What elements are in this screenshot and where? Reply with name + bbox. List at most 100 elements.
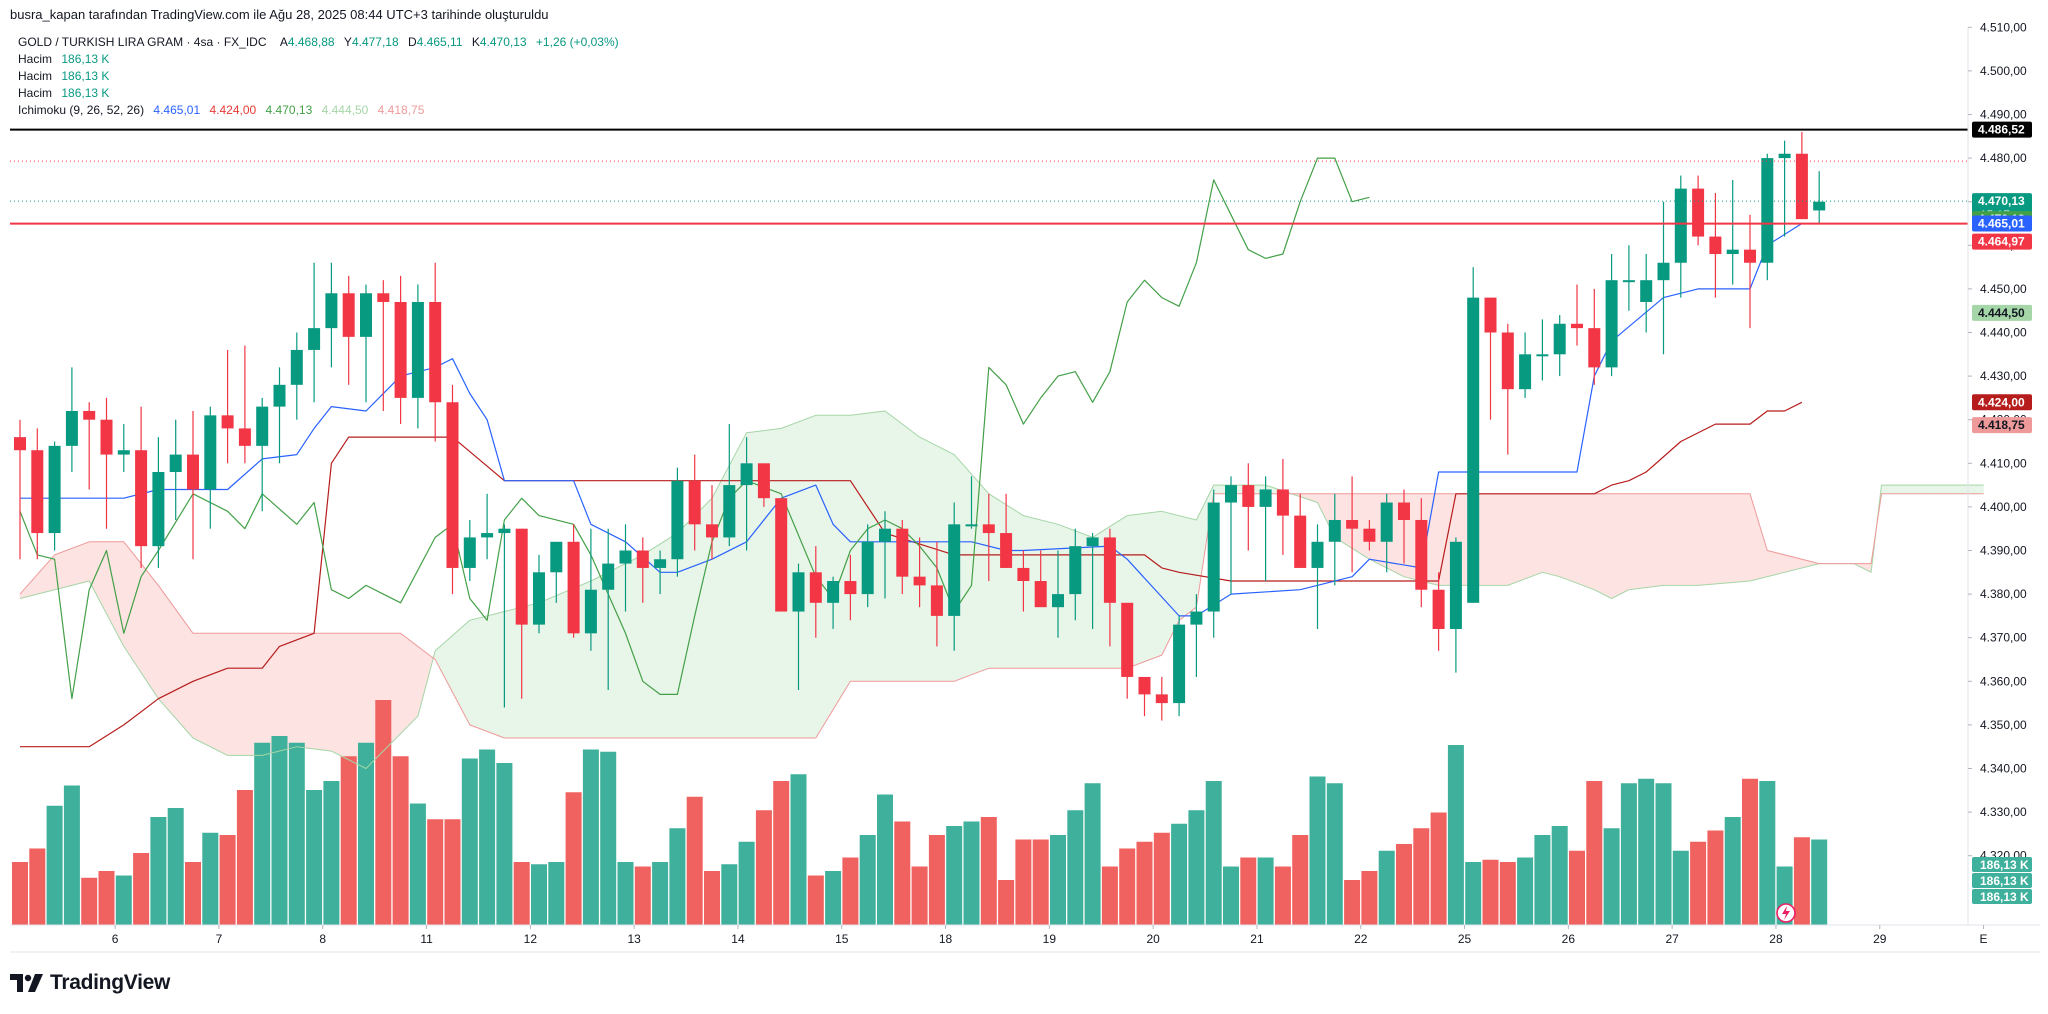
candle[interactable] (1778, 140, 1791, 237)
candle[interactable] (1744, 214, 1756, 329)
candle[interactable] (775, 498, 788, 612)
candle[interactable] (515, 528, 528, 699)
candle[interactable] (533, 554, 545, 634)
candle[interactable] (1709, 192, 1722, 298)
candle[interactable] (723, 424, 736, 547)
candle[interactable] (204, 406, 217, 529)
candle[interactable] (463, 519, 476, 582)
candle[interactable] (65, 367, 78, 473)
candle[interactable] (325, 262, 338, 368)
candle[interactable] (757, 463, 770, 507)
candle[interactable] (584, 528, 597, 651)
legend-volume-row[interactable]: Hacim 186,13 K (18, 85, 619, 102)
candle[interactable] (1484, 297, 1497, 420)
candle[interactable] (1259, 476, 1272, 582)
candle[interactable] (1813, 171, 1826, 224)
candle[interactable] (83, 402, 96, 490)
candle[interactable] (1000, 493, 1013, 568)
bolt-icon[interactable] (1776, 903, 1796, 923)
candle[interactable] (290, 332, 303, 420)
candle[interactable] (896, 519, 909, 595)
candle[interactable] (1346, 476, 1359, 573)
candle[interactable] (1519, 332, 1532, 398)
candle[interactable] (1155, 676, 1168, 721)
candle[interactable] (567, 524, 580, 638)
candle[interactable] (221, 349, 234, 464)
candle[interactable] (1692, 175, 1705, 246)
candle[interactable] (1640, 254, 1653, 333)
candle[interactable] (31, 428, 44, 560)
candle[interactable] (360, 284, 372, 403)
candle[interactable] (913, 537, 926, 608)
candle[interactable] (1086, 533, 1099, 629)
candle[interactable] (1190, 594, 1203, 677)
candle[interactable] (498, 524, 511, 708)
candle[interactable] (1294, 493, 1307, 568)
candle[interactable] (411, 284, 424, 429)
candle[interactable] (1052, 550, 1064, 638)
candle[interactable] (377, 280, 390, 411)
candle[interactable] (1103, 528, 1116, 647)
candle[interactable] (930, 541, 943, 647)
candle[interactable] (948, 502, 961, 651)
candle[interactable] (308, 262, 321, 403)
candle[interactable] (619, 524, 632, 612)
candle[interactable] (1380, 493, 1393, 573)
candle[interactable] (636, 537, 649, 603)
candle[interactable] (1588, 288, 1601, 385)
candle[interactable] (1657, 201, 1670, 355)
candle[interactable] (48, 441, 61, 551)
candle[interactable] (342, 275, 355, 385)
candle[interactable] (1328, 493, 1341, 586)
legend-ichimoku-row[interactable]: Ichimoku (9, 26, 52, 26) 4.465,01 4.424,… (18, 102, 619, 119)
candle[interactable] (740, 437, 753, 551)
candle[interactable] (1674, 175, 1687, 298)
candle[interactable] (1311, 524, 1324, 629)
candle[interactable] (1726, 179, 1739, 285)
candle[interactable] (688, 454, 701, 551)
candle[interactable] (965, 476, 978, 529)
candle[interactable] (1138, 676, 1151, 717)
candle[interactable] (1795, 131, 1808, 220)
candle[interactable] (481, 493, 494, 560)
candle[interactable] (1207, 489, 1220, 638)
candle[interactable] (152, 437, 165, 568)
candle[interactable] (446, 384, 459, 595)
candle[interactable] (1069, 528, 1082, 621)
candle[interactable] (1605, 254, 1618, 377)
candle[interactable] (1225, 476, 1237, 595)
candle[interactable] (809, 546, 822, 638)
candle[interactable] (135, 406, 148, 568)
candle[interactable] (827, 576, 840, 629)
candle[interactable] (1553, 315, 1566, 377)
candle[interactable] (792, 563, 805, 691)
candle[interactable] (238, 345, 251, 464)
candle[interactable] (429, 262, 442, 442)
candle[interactable] (1449, 537, 1462, 673)
candle[interactable] (100, 397, 113, 529)
candle[interactable] (273, 367, 286, 464)
candle[interactable] (1173, 615, 1186, 717)
candle[interactable] (879, 511, 891, 599)
candle[interactable] (844, 554, 857, 621)
tradingview-brand[interactable]: TradingView (10, 970, 170, 996)
candle[interactable] (550, 541, 563, 603)
candle[interactable] (861, 524, 874, 608)
candle[interactable] (671, 467, 684, 577)
candle[interactable] (394, 275, 407, 425)
candle[interactable] (117, 424, 130, 473)
legend-volume-row[interactable]: Hacim 186,13 K (18, 51, 619, 68)
legend-volume-row[interactable]: Hacim 186,13 K (18, 68, 619, 85)
candle[interactable] (706, 485, 718, 560)
candle[interactable] (982, 493, 995, 582)
candle[interactable] (1501, 323, 1514, 455)
candle[interactable] (1276, 458, 1289, 555)
candle[interactable] (602, 528, 615, 691)
candle[interactable] (187, 410, 199, 560)
candle[interactable] (1017, 550, 1030, 612)
candle[interactable] (1536, 319, 1549, 381)
candle[interactable] (1415, 498, 1428, 608)
candle[interactable] (1761, 153, 1774, 281)
candle[interactable] (169, 419, 182, 520)
